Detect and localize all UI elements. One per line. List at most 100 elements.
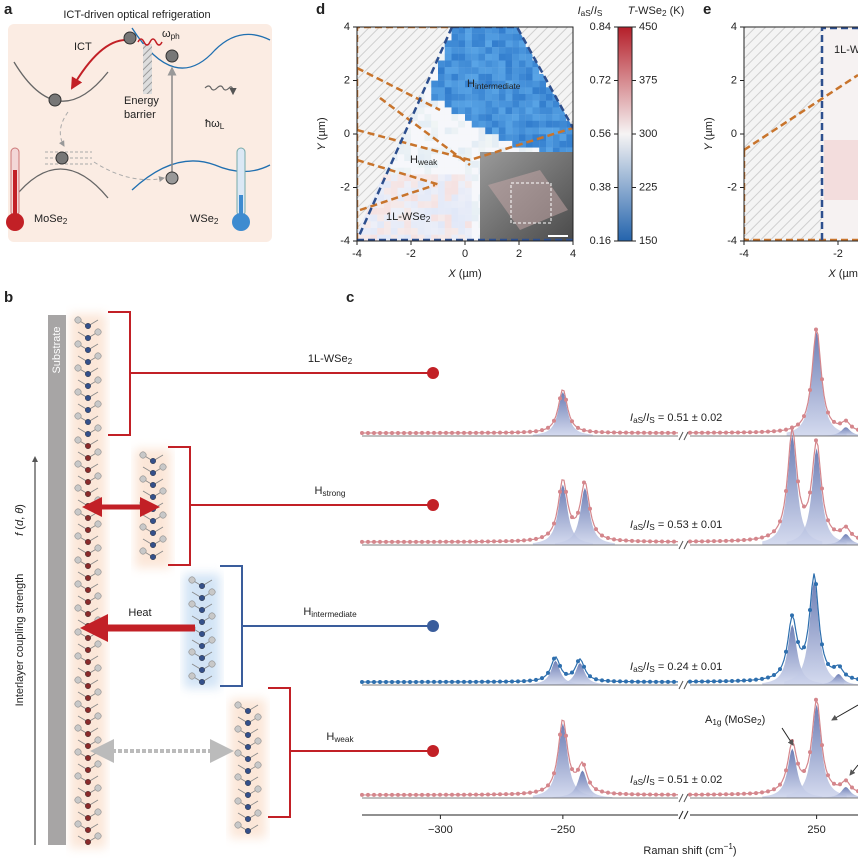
chalcogen-atom (234, 797, 242, 805)
axis-break (678, 540, 689, 550)
map-cell (377, 234, 385, 241)
map-cell (451, 120, 459, 128)
map-cell (411, 234, 418, 241)
map-cell (404, 228, 412, 235)
spectrum-point (844, 524, 848, 529)
spectrum-point (450, 792, 454, 797)
metal-atom (84, 731, 91, 738)
map-cell (498, 107, 506, 115)
spectrum-point (630, 792, 634, 797)
map-cell (417, 228, 425, 235)
map-cell (458, 47, 466, 54)
map-cell (417, 114, 425, 121)
spectrum-point (802, 768, 806, 773)
x-tick-label: 2 (516, 248, 522, 260)
spectrum-point (694, 430, 698, 435)
inset-box (510, 182, 552, 224)
metal-atom (84, 767, 91, 774)
spectrum-point (492, 539, 496, 544)
peak (532, 484, 593, 545)
text-part: weak (333, 735, 354, 744)
map-cell (478, 47, 486, 54)
spectrum-point (510, 791, 514, 796)
metal-atom (84, 515, 91, 522)
y-tick-label: -2 (727, 181, 737, 193)
map-cell (478, 107, 486, 115)
map-cell (431, 167, 439, 175)
map-cell (471, 181, 479, 188)
spectrum-point (654, 792, 658, 797)
map-cell (471, 87, 479, 95)
bracket (268, 687, 291, 818)
map-cell (498, 134, 506, 142)
spectrum-point (654, 539, 658, 544)
map-cell (525, 53, 533, 61)
chalcogen-atom (139, 451, 147, 459)
chalcogen-atom (208, 612, 216, 620)
map-cell (505, 47, 513, 54)
spectrum-point (504, 792, 508, 797)
spectrum-point (642, 539, 646, 544)
map-cell (465, 67, 472, 75)
map-cell (444, 33, 452, 41)
map-cell (411, 228, 418, 235)
map-cell (431, 107, 439, 115)
map-cell (438, 181, 445, 188)
panel-label: e (703, 1, 711, 18)
text-part: / (643, 519, 647, 531)
map-cell (451, 33, 459, 41)
map-cell (465, 154, 472, 162)
metal-atom (149, 482, 156, 489)
spectrum-point (844, 778, 848, 783)
map-cell (512, 60, 520, 68)
map-cell (505, 27, 513, 34)
spectrum-point (808, 490, 812, 495)
chalcogen-atom (254, 713, 262, 721)
text-part: I (630, 661, 633, 673)
spectrum-point (462, 792, 466, 797)
map-cell (566, 140, 573, 148)
boundary-line (744, 150, 858, 241)
map-cell (498, 87, 506, 95)
ict-label: ICT (74, 41, 92, 53)
map-cell (546, 100, 553, 108)
map-cell (451, 87, 459, 95)
map-cell (498, 120, 506, 128)
map-cell (451, 161, 459, 168)
map-cell (424, 134, 432, 142)
map-cell (471, 187, 479, 195)
spectrum-point (594, 429, 598, 434)
spectrum-point (372, 792, 376, 797)
spectrum-point (814, 582, 818, 587)
map-cell (525, 140, 533, 148)
spectrum-point (594, 787, 598, 792)
map-cell (471, 80, 479, 88)
map-cell (498, 94, 506, 101)
spectrum-point (444, 679, 448, 684)
spectrum-point (462, 679, 466, 684)
text-part: weak (417, 158, 438, 167)
metal-atom (84, 419, 91, 426)
spectrum-point (564, 397, 568, 402)
map-cell (370, 194, 378, 202)
spectrum-point (582, 762, 586, 767)
chalcogen-atom (94, 592, 102, 600)
spectrum-point (540, 676, 544, 681)
annotation-arrow (849, 764, 858, 776)
map-cell (411, 114, 418, 121)
map-cell (404, 214, 412, 222)
map-cell (404, 120, 412, 128)
chalcogen-atom (94, 568, 102, 576)
metal-atom (84, 587, 91, 594)
spectrum-point (850, 531, 854, 536)
spectrum-point (564, 733, 568, 738)
level-dot (427, 367, 439, 379)
map-cell (458, 194, 466, 202)
spectrum-point (588, 674, 592, 679)
spectrum-point (384, 792, 388, 797)
map-cell (566, 120, 573, 128)
metal-atom (84, 527, 91, 534)
spectrum-point (372, 539, 376, 544)
map-cell (444, 80, 452, 88)
map-cell (546, 147, 553, 155)
